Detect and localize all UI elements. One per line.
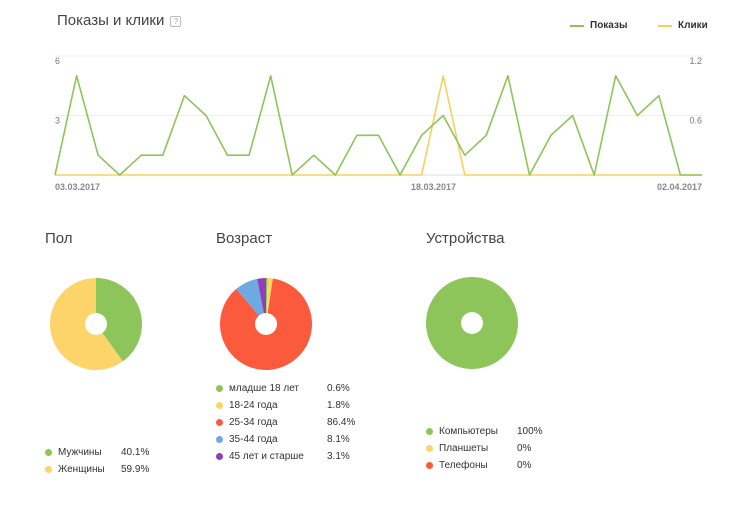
age-title: Возраст <box>216 230 273 247</box>
legend-dot <box>45 449 52 456</box>
legend-row[interactable]: Планшеты 0% <box>426 440 567 457</box>
legend-label: 18-24 года <box>229 400 278 411</box>
legend-value: 8.1% <box>327 434 350 445</box>
legend-dot <box>426 462 433 469</box>
legend-value: 40.1% <box>121 447 150 458</box>
y-left-tick-label: 3 <box>55 116 60 126</box>
pie-slice[interactable] <box>96 278 142 362</box>
legend-dot <box>216 402 223 409</box>
devices-title: Устройства <box>426 230 505 247</box>
legend-label-shows: Показы <box>590 20 628 31</box>
series-line-shows[interactable] <box>54 75 702 176</box>
x-tick-label: 02.04.2017 <box>657 182 702 192</box>
legend-dot <box>426 428 433 435</box>
legend-dot <box>426 445 433 452</box>
pie-hole <box>255 313 277 335</box>
legend-row[interactable]: Женщины 59.9% <box>45 461 171 478</box>
legend-label: Телефоны <box>439 460 488 471</box>
gender-pie <box>50 278 142 370</box>
legend-label: Женщины <box>58 464 105 475</box>
legend-row[interactable]: 18-24 года 1.8% <box>216 397 377 414</box>
legend-dot <box>216 453 223 460</box>
legend-row[interactable]: Мужчины 40.1% <box>45 444 171 461</box>
pie-slice[interactable] <box>257 278 266 324</box>
legend-row[interactable]: Телефоны 0% <box>426 457 567 474</box>
legend-value: 100% <box>517 426 543 437</box>
legend-row[interactable]: 25-34 года 86.4% <box>216 414 377 431</box>
legend-value: 0.6% <box>327 383 350 394</box>
legend-dot <box>216 436 223 443</box>
gender-title: Пол <box>45 230 73 247</box>
legend-label: Компьютеры <box>439 426 498 437</box>
pie-slice[interactable] <box>266 278 273 324</box>
legend-swatch-shows <box>570 24 584 27</box>
legend-label: 25-34 года <box>229 417 278 428</box>
legend-swatch-clicks <box>658 24 672 27</box>
gender-legend: Мужчины 40.1% Женщины 59.9% <box>45 444 171 478</box>
legend-value: 3.1% <box>327 451 350 462</box>
legend-value: 0% <box>517 460 532 471</box>
legend-item-shows[interactable]: Показы <box>570 20 628 31</box>
chart-title: Показы и клики? <box>57 12 182 29</box>
legend-value: 86.4% <box>327 417 356 428</box>
legend-label: младше 18 лет <box>229 383 300 394</box>
y-right-tick-label: 1.2 <box>689 56 702 66</box>
devices-legend: Компьютеры 100% Планшеты 0% Телефоны 0% <box>426 423 567 474</box>
legend-label: Мужчины <box>58 447 102 458</box>
legend-label-clicks: Клики <box>678 20 708 31</box>
devices-pie <box>426 277 518 369</box>
y-left-tick-label: 6 <box>55 56 60 66</box>
y-right-tick-label: 0.6 <box>689 116 702 126</box>
x-tick-label: 03.03.2017 <box>55 182 100 192</box>
chart-title-text: Показы и клики <box>57 12 165 29</box>
pie-hole <box>461 312 483 334</box>
age-legend: младше 18 лет 0.6% 18-24 года 1.8% 25-34 год… <box>216 380 377 465</box>
legend-label: Планшеты <box>439 443 489 454</box>
legend-value: 1.8% <box>327 400 350 411</box>
legend-value: 59.9% <box>121 464 150 475</box>
pie-hole <box>85 313 107 335</box>
legend-row[interactable]: 35-44 года 8.1% <box>216 431 377 448</box>
pie-slice[interactable] <box>266 278 268 324</box>
line-chart: 6 3 1.2 0.6 03.03.2017 18.03.2017 02.04.2017 <box>54 55 702 192</box>
legend-row[interactable]: 45 лет и старше 3.1% <box>216 448 377 465</box>
legend-item-clicks[interactable]: Клики <box>658 20 708 31</box>
legend-dot <box>45 466 52 473</box>
legend-row[interactable]: младше 18 лет 0.6% <box>216 380 377 397</box>
help-icon[interactable]: ? <box>170 16 182 27</box>
legend-value: 0% <box>517 443 532 454</box>
legend-dot <box>216 419 223 426</box>
legend-label: 35-44 года <box>229 434 278 445</box>
legend-row[interactable]: Компьютеры 100% <box>426 423 567 440</box>
legend-label: 45 лет и старше <box>229 451 304 462</box>
pie-slice[interactable] <box>236 278 266 324</box>
legend-dot <box>216 385 223 392</box>
age-pie <box>220 278 312 370</box>
x-tick-label: 18.03.2017 <box>411 182 456 192</box>
